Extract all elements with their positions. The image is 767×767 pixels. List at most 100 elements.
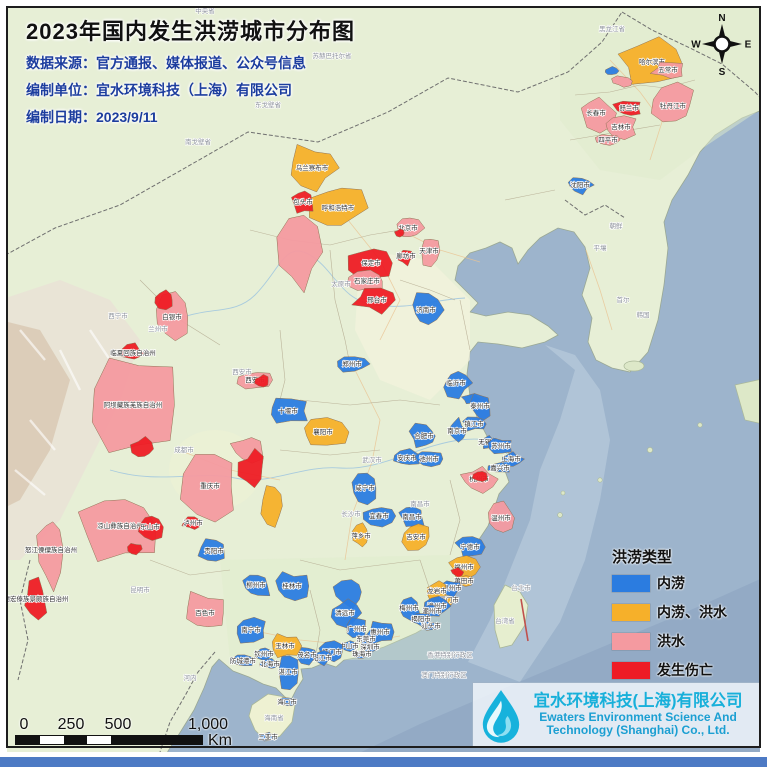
- city-label: 泸州市: [183, 518, 203, 527]
- city-label: 苏州市: [491, 441, 511, 450]
- legend-label-neilao: 内涝: [657, 575, 685, 591]
- city-label: 三亚市: [258, 732, 278, 741]
- city-label: 北海市: [260, 659, 280, 668]
- city-region-安庆市: [393, 448, 425, 465]
- city-region-贵阳市: [197, 538, 225, 562]
- basemap-label: 首尔: [617, 295, 631, 304]
- city-region-阿坝藏族羌族自治州: [91, 357, 175, 453]
- city-region-桂林市: [275, 571, 310, 602]
- city-label: 东莞市: [356, 634, 376, 643]
- city-label: 重庆市: [200, 481, 220, 490]
- city-label: 江门市: [322, 647, 342, 656]
- city-label: 柳州市: [246, 580, 266, 589]
- city-label: 防城港市: [230, 656, 257, 665]
- legend-row-hongshui: 洪水: [612, 631, 762, 651]
- city-label: 宜春市: [369, 511, 389, 520]
- basemap-label: 香港特别行政区: [427, 650, 473, 659]
- city-region: [260, 485, 283, 528]
- city-label: 贵阳市: [204, 546, 224, 555]
- city-label: 莆田市: [454, 576, 474, 585]
- legend-swatch-neilao-hongshui: [612, 603, 650, 621]
- city-region-宜春市: [362, 507, 397, 528]
- mountain-ridges: [14, 329, 111, 496]
- legend-title: 洪涝类型: [612, 549, 673, 566]
- city-label: 潮州市: [422, 606, 442, 615]
- city-region-廊坊市: [396, 250, 416, 267]
- basemap-label: 南戈壁省: [185, 137, 212, 146]
- city-region-咸宁市: [351, 472, 377, 506]
- city-label: 乐山市: [140, 522, 160, 531]
- legend: 洪涝类型 内涝 内涝、洪水 洪水 发生伤亡: [612, 546, 762, 689]
- city-region-德宏傣族景颇族自治州: [24, 576, 48, 621]
- city-region-合肥市: [408, 422, 436, 449]
- city-label: 临沂市: [446, 378, 466, 387]
- city-label: 桂林市: [282, 581, 302, 590]
- scale-tick-250: 250: [57, 716, 85, 733]
- legend-label-shangwang: 发生伤亡: [657, 662, 713, 678]
- city-region-十堰市: [271, 397, 308, 424]
- city-label: 呼和浩特市: [322, 203, 355, 212]
- city-region: [276, 215, 324, 294]
- city-region-柳州市: [242, 574, 271, 597]
- ewaters-drop-icon: [482, 690, 520, 743]
- city-region-海口市: [277, 697, 296, 706]
- kyushu-corner: [734, 379, 760, 424]
- city-region-上海市: [502, 451, 526, 467]
- city-label: 白银市: [162, 312, 182, 321]
- city-label: 廊坊市: [396, 251, 416, 260]
- basemap-label: 长沙市: [341, 509, 361, 518]
- city-region-舒兰市: [612, 100, 641, 116]
- legend-swatch-shangwang: [612, 661, 650, 679]
- city-label: 珠海市: [352, 649, 372, 658]
- city-label: 泉州市: [442, 583, 462, 592]
- city-region-珠海市: [353, 650, 368, 659]
- basemap-label: 太原市: [331, 279, 351, 288]
- legend-swatch-neilao: [612, 574, 650, 592]
- legend-row-neilao-hongshui: 内涝、洪水: [612, 602, 762, 622]
- city-region-济南市: [412, 292, 445, 326]
- city-label: 合肥市: [414, 431, 434, 440]
- city-region-邢台市: [351, 287, 396, 315]
- city-label: 北京市: [398, 223, 418, 232]
- city-region-玉林市: [272, 633, 303, 659]
- jeju-island: [623, 360, 645, 372]
- city-label: 百色市: [195, 608, 215, 617]
- city-region: [130, 435, 154, 458]
- city-region: [237, 447, 264, 489]
- city-region-池州市: [414, 451, 444, 468]
- city-label: 揭阳市: [411, 614, 431, 623]
- city-region-乌兰察布市: [290, 144, 340, 193]
- city-region: [127, 543, 143, 556]
- city-region-四平市: [594, 134, 621, 146]
- city-label: 汕头市: [421, 621, 441, 630]
- city-label: 梅州市: [399, 603, 419, 612]
- basemap-label: 河内: [184, 673, 197, 682]
- city-region-百色市: [186, 590, 224, 628]
- city-label: 泰州市: [470, 401, 490, 410]
- city-label: 安庆市: [397, 453, 417, 462]
- city-label: 沈阳市: [570, 180, 590, 189]
- basemap-labels: 中央省苏赫巴托尔省东戈壁省南戈壁省黑龙江省西宁市兰州市太原市西安市成都市武汉市长…: [108, 7, 650, 723]
- city-region-温州市: [488, 500, 515, 533]
- basemap-label: 昆明市: [130, 585, 150, 594]
- logo-box: 宜水环境科技(上海)有限公司 Ewaters Environment Scien…: [472, 682, 760, 748]
- bottom-blue-strip: [0, 757, 767, 767]
- city-region-湛江市: [279, 655, 299, 691]
- terrain-mountain-west: [7, 321, 70, 507]
- basemap-label: 东戈壁省: [255, 100, 282, 109]
- city-label: 十堰市: [278, 406, 298, 415]
- logo-company-en-line2: Technology (Shanghai) Co., Ltd.: [546, 723, 730, 738]
- compass-s: S: [719, 67, 726, 78]
- city-label: 临夏回族自治州: [110, 348, 156, 357]
- city-label: 中山市: [339, 641, 359, 650]
- basemap-label: 武汉市: [362, 455, 382, 464]
- scale-tick-0: 0: [19, 716, 29, 733]
- city-label: 济南市: [416, 305, 436, 314]
- city-label: 漳州市: [427, 601, 447, 610]
- city-region: [471, 471, 488, 482]
- city-region-临夏回族自治州: [120, 342, 145, 360]
- city-label: 上海市: [501, 454, 521, 463]
- compass-w: W: [691, 40, 701, 51]
- basemap-label: 兰州市: [148, 324, 168, 333]
